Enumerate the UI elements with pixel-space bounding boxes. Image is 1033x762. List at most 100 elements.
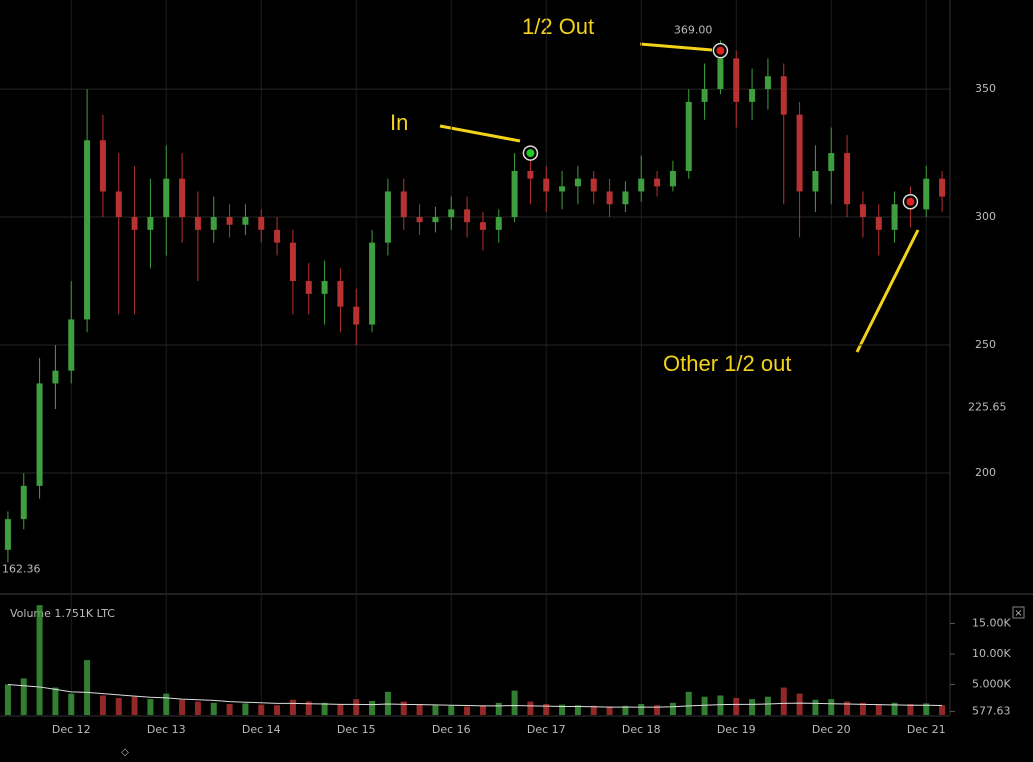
volume-bar xyxy=(907,704,914,715)
annotation-line xyxy=(639,42,713,52)
volume-bar xyxy=(780,687,787,715)
candle-body xyxy=(52,370,59,384)
annotation: 1/2 Out xyxy=(522,14,594,39)
candle-body xyxy=(780,76,787,115)
volume-bar xyxy=(115,697,122,715)
candle-body xyxy=(622,191,629,205)
candle-body xyxy=(20,485,27,520)
volume-bar xyxy=(891,702,898,715)
candle-body xyxy=(796,114,803,192)
candle-body xyxy=(543,178,550,192)
candle-body xyxy=(464,209,471,223)
volume-bar xyxy=(764,696,771,715)
volume-bar xyxy=(384,691,391,715)
volume-bar xyxy=(669,702,676,715)
volume-bar xyxy=(274,705,281,715)
volume-bar xyxy=(321,702,328,715)
x-tick-label: Dec 14 xyxy=(242,723,281,736)
volume-bar xyxy=(574,705,581,715)
y-tick-label: 300 xyxy=(975,210,996,223)
candle-body xyxy=(939,178,946,197)
close-icon[interactable]: × xyxy=(1014,608,1022,619)
close-button[interactable] xyxy=(1012,606,1025,619)
candle-body xyxy=(289,242,296,282)
volume-bar xyxy=(210,702,217,715)
volume-bar xyxy=(606,706,613,715)
volume-ma xyxy=(7,684,943,708)
candle-body xyxy=(369,242,376,325)
y-tick-label: 250 xyxy=(975,338,996,351)
candle-body xyxy=(321,281,328,294)
price-label: 225.65 xyxy=(968,400,1007,413)
volume-bar xyxy=(99,695,106,715)
x-tick-label: Dec 15 xyxy=(337,723,376,736)
x-tick-label: Dec 19 xyxy=(717,723,756,736)
volume-bar xyxy=(859,702,866,715)
candle-body xyxy=(812,170,819,192)
volume-bar xyxy=(511,690,518,715)
x-tick-label: Dec 13 xyxy=(147,723,186,736)
volume-bar xyxy=(147,699,154,715)
candle-body xyxy=(859,204,866,218)
candle-body xyxy=(448,209,455,218)
candle-body xyxy=(258,217,265,230)
candle-body xyxy=(432,217,439,223)
x-tick-label: Dec 20 xyxy=(812,723,851,736)
volume-bar xyxy=(369,700,376,715)
candle-body xyxy=(210,217,217,230)
volume-bar xyxy=(622,705,629,715)
volume-bar xyxy=(844,701,851,715)
candle-body xyxy=(479,222,486,230)
candle-body xyxy=(764,76,771,90)
volume-bar xyxy=(416,704,423,715)
candle-body xyxy=(701,89,708,102)
candle-body xyxy=(400,191,407,218)
x-tick-label: Dec 17 xyxy=(527,723,566,736)
x-tick-label: Dec 16 xyxy=(432,723,471,736)
volume-bar xyxy=(749,699,756,715)
volume-bar xyxy=(163,693,170,715)
volume-title: Volume 1.751K LTC xyxy=(10,607,115,620)
candle-body xyxy=(733,58,740,102)
candle-body xyxy=(923,178,930,210)
annotation: In xyxy=(390,110,408,135)
volume-bar xyxy=(305,701,312,715)
volume-bar xyxy=(939,705,946,715)
volume-bar xyxy=(654,705,661,715)
candle-body xyxy=(384,191,391,243)
trade-marker xyxy=(906,197,915,206)
candle-body xyxy=(638,178,645,192)
candle-body xyxy=(226,217,233,225)
candle-body xyxy=(68,319,75,371)
candle-body xyxy=(527,170,534,179)
candle-body xyxy=(875,217,882,230)
candle-body xyxy=(495,217,502,230)
candle-body xyxy=(559,186,566,192)
volume-bar xyxy=(194,701,201,715)
nav-icon[interactable]: ◇ xyxy=(121,747,129,758)
candle-body xyxy=(654,178,661,187)
trade-marker xyxy=(716,46,725,55)
candle-body xyxy=(131,217,138,230)
volume-bar xyxy=(448,705,455,715)
y-tick-label: 350 xyxy=(975,82,996,95)
x-tick-label: Dec 12 xyxy=(52,723,91,736)
trade-marker xyxy=(526,149,535,158)
volume-bar xyxy=(495,702,502,715)
volume-bar xyxy=(226,704,233,715)
volume-bar xyxy=(479,705,486,715)
candle-body xyxy=(36,383,43,486)
candle-body xyxy=(179,178,186,218)
volume-bar xyxy=(685,691,692,715)
price-label: 369.00 xyxy=(674,23,713,36)
volume-tick-label: 577.63 xyxy=(972,704,1011,717)
candle-body xyxy=(163,178,170,218)
candle-body xyxy=(606,191,613,205)
volume-bar xyxy=(464,706,471,715)
volume-bar xyxy=(527,701,534,715)
price-label: 162.36 xyxy=(2,562,41,575)
x-tick-label: Dec 21 xyxy=(907,723,946,736)
volume-bar xyxy=(432,705,439,715)
